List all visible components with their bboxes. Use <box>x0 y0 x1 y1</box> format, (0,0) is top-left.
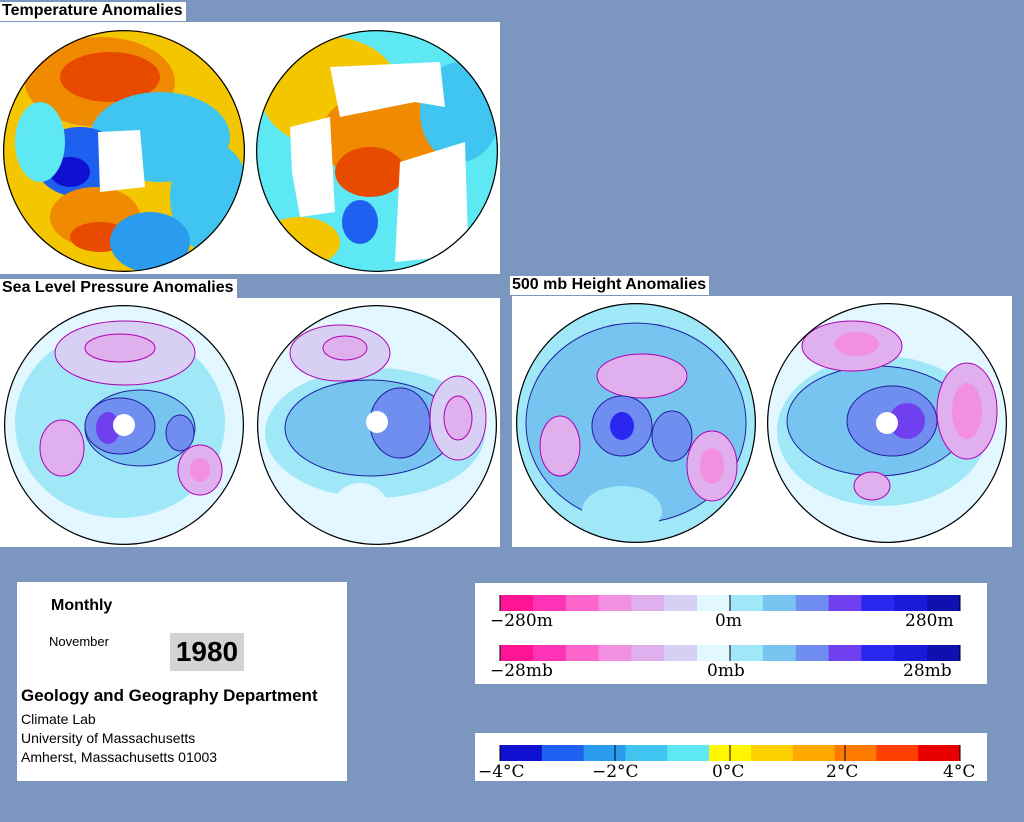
temp-zero-label: 0°C <box>712 762 745 782</box>
university-label: University of Massachusetts <box>21 730 196 746</box>
pressure-zero-label: 0mb <box>707 661 745 681</box>
anomaly-color-bars <box>499 595 961 661</box>
slp-panel <box>0 298 500 547</box>
pressure-scale-swatch <box>631 645 665 661</box>
pressure-scale-swatch <box>795 645 830 661</box>
temp-minus4-label: −4°C <box>478 762 525 782</box>
height-scale-swatch <box>697 595 731 611</box>
slp-north-globe <box>4 305 244 545</box>
height-scale-swatch <box>565 595 600 611</box>
height-scale-swatch <box>664 595 698 611</box>
pressure-max-label: 28mb <box>903 661 952 681</box>
height-scale-swatch <box>532 595 567 611</box>
temperature-north-globe <box>3 30 245 272</box>
pressure-scale-swatch <box>894 645 928 661</box>
temperature-south-globe <box>256 30 498 272</box>
pressure-min-label: −28mb <box>490 661 553 681</box>
pressure-scale-swatch <box>697 645 731 661</box>
height-scale-swatch <box>861 595 895 611</box>
anomaly-legend: −280m 0m 280m −28mb 0mb 28mb <box>475 583 987 684</box>
pressure-scale-swatch <box>861 645 895 661</box>
temperature-scale-swatch <box>583 745 626 761</box>
pressure-scale-swatch <box>598 645 632 661</box>
department-label: Geology and Geography Department <box>21 686 318 705</box>
temperature-scale-swatch <box>625 745 668 761</box>
height-scale-swatch <box>795 595 830 611</box>
temperature-scale-swatch <box>792 745 836 761</box>
height-scale-swatch <box>500 595 534 611</box>
temperature-scale-swatch <box>750 745 794 761</box>
height-scale-swatch <box>894 595 928 611</box>
temperature-scale-swatch <box>834 745 877 761</box>
height-scale-swatch <box>828 595 862 611</box>
period-label: Monthly <box>51 597 113 614</box>
address-label: Amherst, Massachusetts 01003 <box>21 749 218 765</box>
height-north-globe <box>516 303 756 543</box>
height-zero-label: 0m <box>715 611 742 631</box>
temperature-globes <box>3 30 498 272</box>
pressure-scale-swatch <box>730 645 764 661</box>
temperature-color-bar <box>499 745 961 761</box>
temperature-scale-swatch <box>918 745 961 761</box>
height-title: 500 mb Height Anomalies <box>510 276 710 295</box>
temperature-scale-swatch <box>667 745 710 761</box>
slp-title: Sea Level Pressure Anomalies <box>0 279 237 298</box>
height-scale-swatch <box>598 595 632 611</box>
temperature-scale-swatch <box>876 745 919 761</box>
pressure-scale-swatch <box>927 645 961 661</box>
height-globes <box>516 303 1007 543</box>
temperature-scale-swatch <box>500 745 543 761</box>
height-scale-swatch <box>927 595 961 611</box>
temperature-legend: −4°C −2°C 0°C 2°C 4°C <box>475 733 987 782</box>
height-scale-swatch <box>762 595 797 611</box>
pressure-scale-swatch <box>532 645 567 661</box>
temperature-title: Temperature Anomalies <box>0 2 186 21</box>
slp-globes <box>4 305 497 545</box>
height-panel <box>512 296 1012 547</box>
temperature-scale-swatch <box>541 745 585 761</box>
height-south-globe <box>767 303 1007 543</box>
temperature-panel <box>0 22 500 274</box>
temp-plus2-label: 2°C <box>826 762 859 782</box>
lab-label: Climate Lab <box>21 711 96 727</box>
info-box: Monthly November 1980 Geology and Geogra… <box>17 582 347 781</box>
pressure-scale-swatch <box>565 645 600 661</box>
pressure-scale-swatch <box>664 645 698 661</box>
pressure-scale-swatch <box>500 645 534 661</box>
slp-south-globe <box>257 305 497 545</box>
height-scale-swatch <box>730 595 764 611</box>
pressure-scale-swatch <box>828 645 862 661</box>
temp-minus2-label: −2°C <box>592 762 639 782</box>
height-max-label: 280m <box>905 611 954 631</box>
height-scale-swatch <box>631 595 665 611</box>
year-label: 1980 <box>170 633 244 671</box>
height-min-label: −280m <box>490 611 553 631</box>
month-label: November <box>49 634 109 649</box>
temp-plus4-label: 4°C <box>943 762 976 782</box>
pressure-scale-swatch <box>762 645 797 661</box>
